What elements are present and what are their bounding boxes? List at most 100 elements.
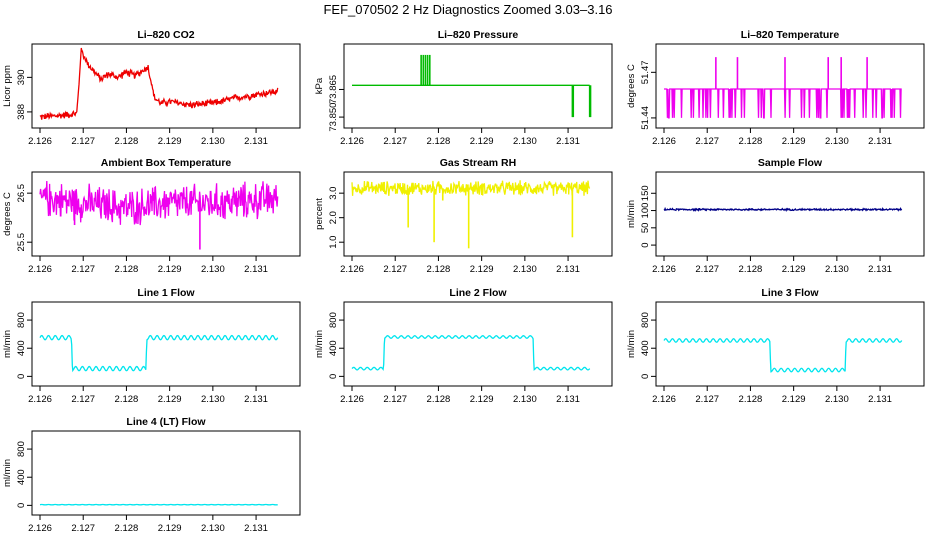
x-tick-label: 2.131 bbox=[244, 264, 268, 275]
y-tick-label: 400 bbox=[640, 340, 651, 356]
x-tick-label: 2.131 bbox=[244, 136, 268, 147]
series-line bbox=[39, 180, 279, 226]
y-tick-label: 0 bbox=[328, 374, 339, 379]
x-tick-label: 2.128 bbox=[739, 264, 763, 275]
x-tick-label: 2.131 bbox=[556, 264, 580, 275]
series-line bbox=[663, 206, 903, 213]
panel-line2: Line 2 Flow ml/min 2.126 2.127 2.128 2.129 2.1… bbox=[314, 287, 613, 405]
series-line bbox=[351, 180, 591, 196]
x-tick-label: 2.128 bbox=[427, 136, 451, 147]
y-tick-label: 400 bbox=[16, 469, 27, 485]
y-tick-label: 400 bbox=[328, 340, 339, 356]
plot-title: Ambient Box Temperature bbox=[101, 157, 232, 169]
plot-title: Gas Stream RH bbox=[440, 157, 516, 169]
y-tick-label: 100 bbox=[640, 203, 651, 219]
x-tick-label: 2.127 bbox=[695, 264, 719, 275]
y-axis-label: Licor ppm bbox=[2, 65, 13, 107]
y-axis-label: ml/min bbox=[626, 200, 637, 228]
panel-line4: Line 4 (LT) Flow ml/min 2.126 2.127 2.128 2.1… bbox=[2, 416, 301, 534]
plot-title: Line 1 Flow bbox=[137, 287, 195, 299]
x-tick-label: 2.129 bbox=[470, 264, 494, 275]
x-tick-label: 2.130 bbox=[201, 264, 225, 275]
panel-co2: Li–820 CO2 Licor ppm 2.126 2.127 2.128 2.129 2… bbox=[2, 29, 301, 147]
panel-rh: Gas Stream RH percent 2.126 2.127 2.128 2.129… bbox=[314, 157, 613, 275]
y-axis-label: degrees C bbox=[626, 64, 637, 108]
x-tick-label: 2.126 bbox=[652, 394, 676, 405]
x-tick-label: 2.128 bbox=[115, 394, 139, 405]
x-tick-label: 2.131 bbox=[868, 136, 892, 147]
x-tick-label: 2.128 bbox=[427, 264, 451, 275]
y-tick-label: 25.5 bbox=[16, 233, 27, 252]
x-tick-label: 2.130 bbox=[201, 523, 225, 534]
x-tick-label: 2.129 bbox=[782, 136, 806, 147]
series-line bbox=[39, 47, 279, 120]
x-tick-label: 2.129 bbox=[782, 264, 806, 275]
page-title: FEF_070502 2 Hz Diagnostics Zoomed 3.03–… bbox=[323, 2, 613, 17]
x-tick-label: 2.126 bbox=[652, 264, 676, 275]
plot-frame bbox=[31, 171, 301, 257]
y-tick-label: 73.850 bbox=[328, 103, 339, 132]
x-tick-label: 2.127 bbox=[383, 264, 407, 275]
y-axis-label: ml/min bbox=[2, 330, 13, 358]
x-tick-label: 2.130 bbox=[513, 264, 537, 275]
y-tick-label: 51.47 bbox=[640, 60, 651, 84]
x-tick-label: 2.129 bbox=[158, 136, 182, 147]
plot-frame bbox=[655, 43, 925, 129]
y-tick-label: 73.865 bbox=[328, 75, 339, 104]
y-tick-label: 2.0 bbox=[328, 211, 339, 224]
y-axis-label: degrees C bbox=[2, 192, 13, 236]
y-tick-label: 0 bbox=[640, 374, 651, 379]
x-tick-label: 2.129 bbox=[782, 394, 806, 405]
y-tick-label: 26.5 bbox=[16, 184, 27, 203]
x-tick-label: 2.127 bbox=[71, 523, 95, 534]
x-tick-label: 2.126 bbox=[28, 136, 52, 147]
x-tick-label: 2.128 bbox=[739, 136, 763, 147]
x-tick-label: 2.131 bbox=[556, 136, 580, 147]
plot-title: Li–820 CO2 bbox=[137, 29, 194, 41]
y-tick-label: 800 bbox=[640, 312, 651, 328]
x-tick-label: 2.127 bbox=[71, 264, 95, 275]
plot-title: Sample Flow bbox=[758, 157, 823, 169]
y-tick-label: 390 bbox=[16, 69, 27, 85]
y-tick-label: 400 bbox=[16, 340, 27, 356]
x-tick-label: 2.131 bbox=[868, 394, 892, 405]
x-tick-label: 2.130 bbox=[825, 264, 849, 275]
series-line bbox=[663, 337, 903, 373]
plot-frame bbox=[343, 301, 613, 387]
x-tick-label: 2.131 bbox=[244, 523, 268, 534]
x-tick-label: 2.129 bbox=[470, 394, 494, 405]
x-tick-label: 2.126 bbox=[652, 136, 676, 147]
x-tick-label: 2.128 bbox=[115, 136, 139, 147]
y-tick-label: 150 bbox=[640, 185, 651, 201]
panel-box-temp: Ambient Box Temperature degrees C 2.126 2.1… bbox=[2, 157, 301, 275]
y-tick-label: 3.0 bbox=[328, 187, 339, 200]
panel-sample-flow: Sample Flow ml/min 2.126 2.127 2.128 2.129 2.1… bbox=[626, 157, 925, 275]
plot-title: Line 3 Flow bbox=[761, 287, 819, 299]
plot-frame bbox=[31, 430, 301, 516]
y-tick-label: 50 bbox=[640, 223, 651, 234]
panel-line3: Line 3 Flow ml/min 2.126 2.127 2.128 2.129 2.1… bbox=[626, 287, 925, 405]
x-tick-label: 2.129 bbox=[158, 264, 182, 275]
y-axis-label: ml/min bbox=[314, 330, 325, 358]
x-tick-label: 2.127 bbox=[383, 136, 407, 147]
y-tick-label: 800 bbox=[16, 441, 27, 457]
y-tick-label: 0 bbox=[16, 374, 27, 379]
x-tick-label: 2.129 bbox=[158, 523, 182, 534]
plot-frame bbox=[343, 171, 613, 257]
panel-line1: Line 1 Flow ml/min 2.126 2.127 2.128 2.129 2.1… bbox=[2, 287, 301, 405]
x-tick-label: 2.127 bbox=[71, 394, 95, 405]
y-axis-label: kPa bbox=[314, 77, 325, 94]
x-tick-label: 2.131 bbox=[868, 264, 892, 275]
x-tick-label: 2.128 bbox=[115, 264, 139, 275]
y-tick-label: 51.44 bbox=[640, 106, 651, 130]
y-axis-label: ml/min bbox=[626, 330, 637, 358]
x-tick-label: 2.128 bbox=[739, 394, 763, 405]
x-tick-label: 2.131 bbox=[556, 394, 580, 405]
x-tick-label: 2.128 bbox=[427, 394, 451, 405]
x-tick-label: 2.130 bbox=[201, 136, 225, 147]
y-tick-label: 800 bbox=[328, 312, 339, 328]
plot-title: Line 4 (LT) Flow bbox=[126, 416, 206, 428]
x-tick-label: 2.127 bbox=[71, 136, 95, 147]
plot-title: Line 2 Flow bbox=[449, 287, 507, 299]
